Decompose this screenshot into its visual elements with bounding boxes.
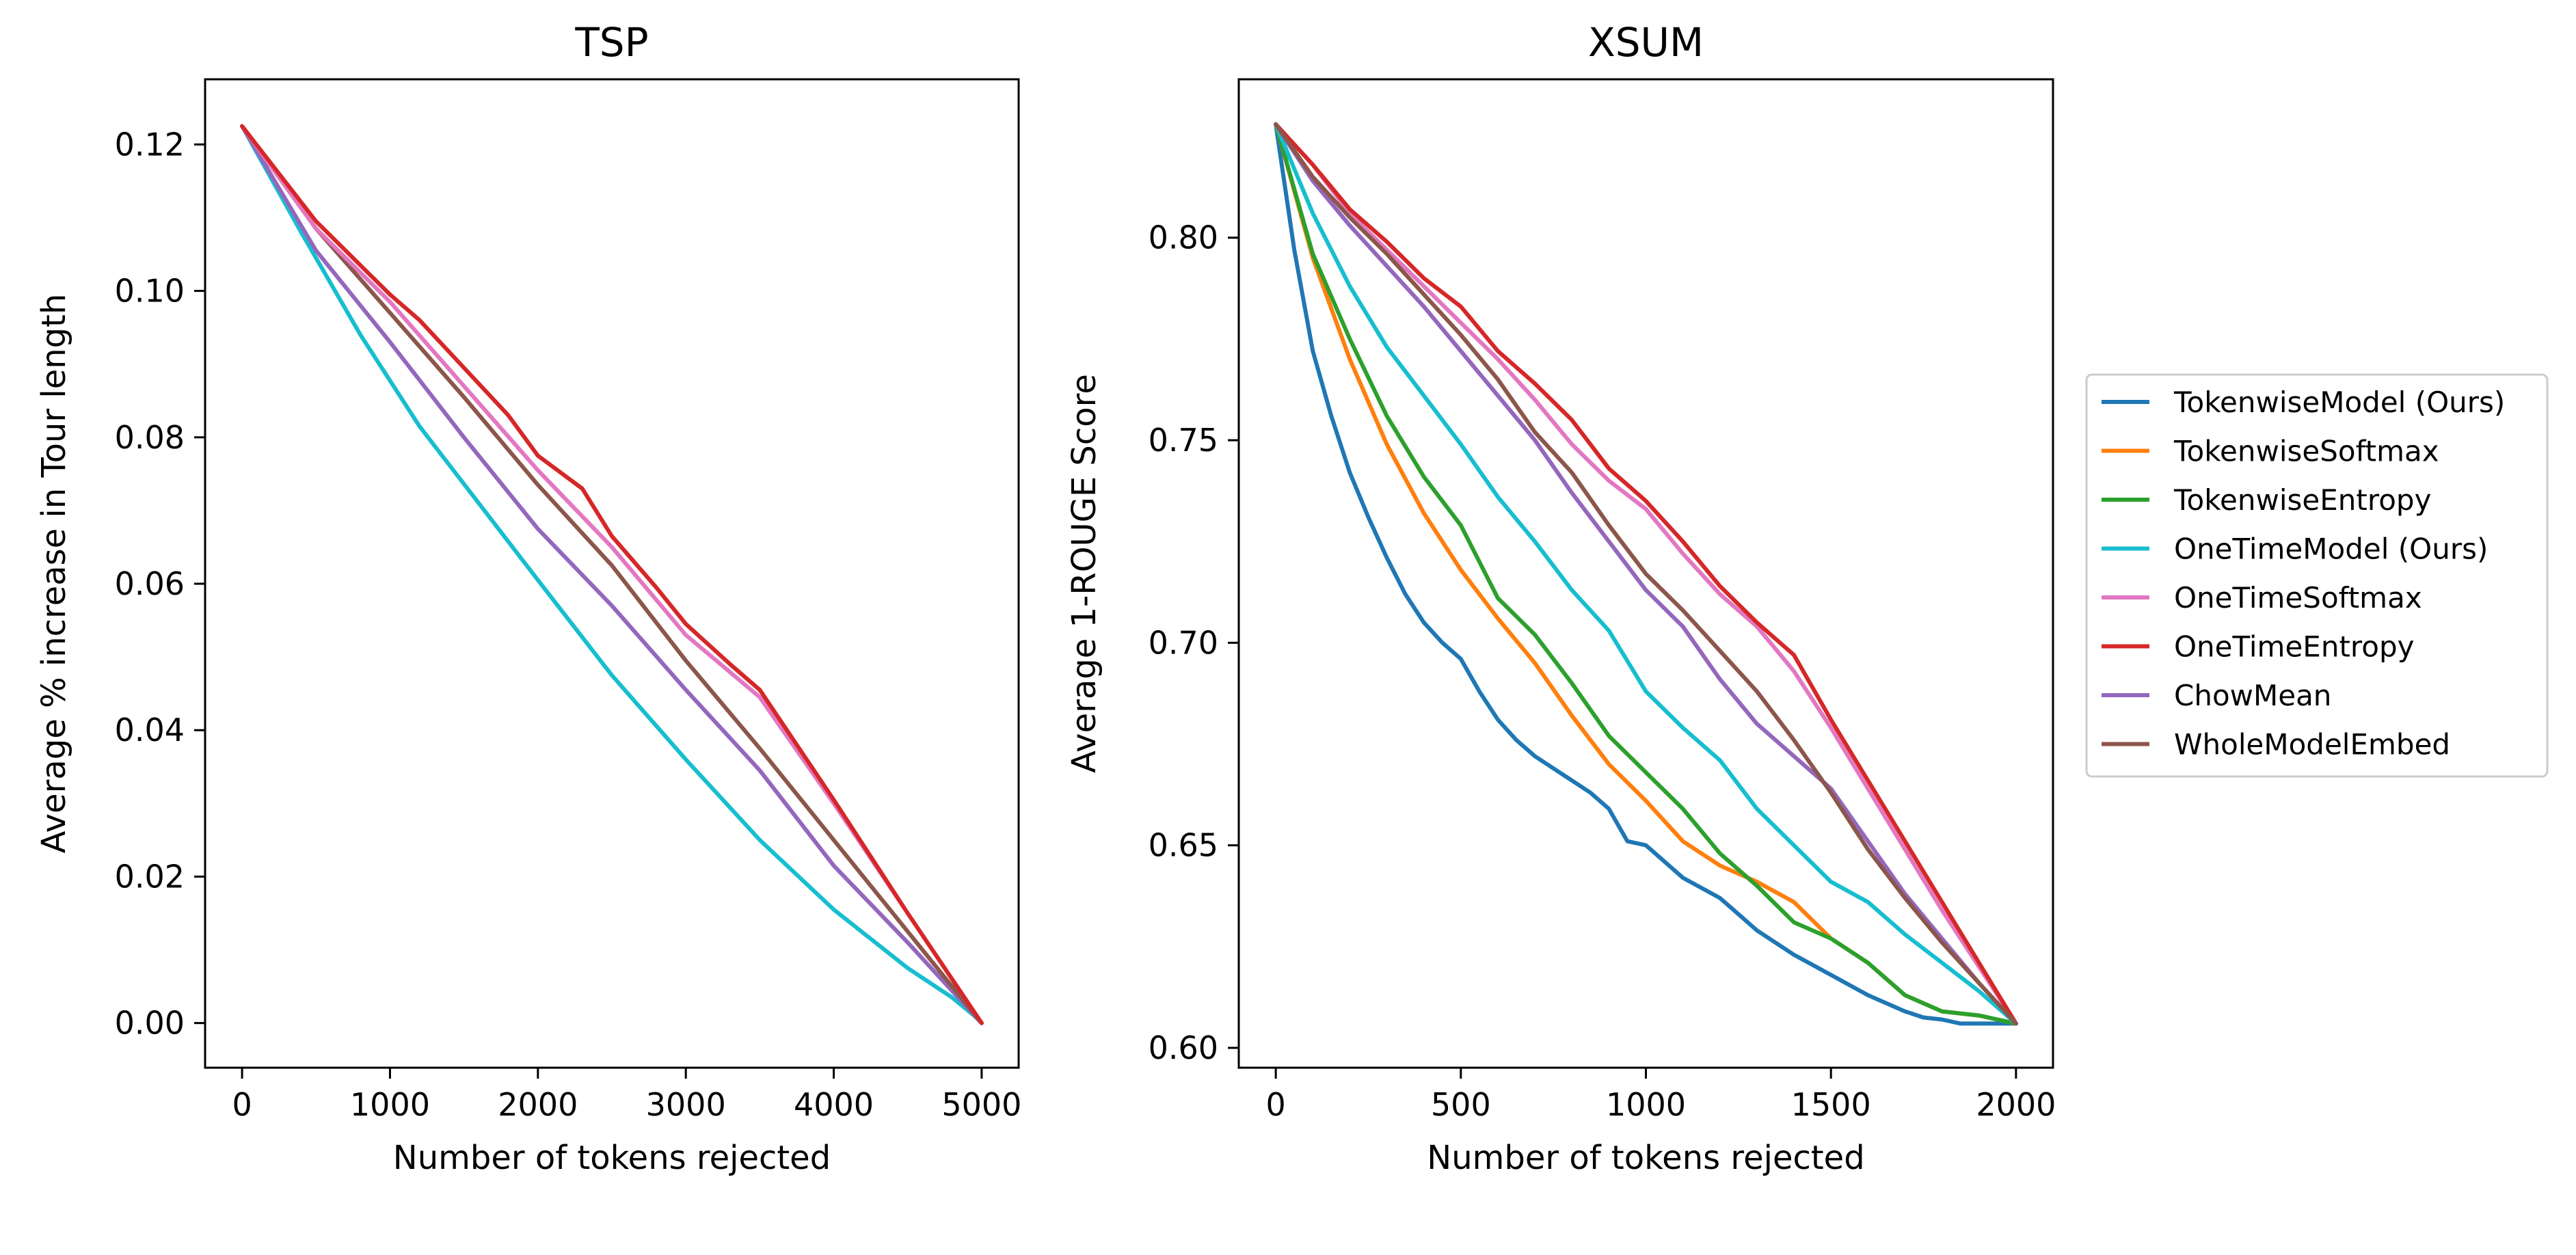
x-tick-label: 4000	[794, 1086, 874, 1123]
x-tick-label: 0	[232, 1086, 252, 1123]
chart-title: XSUM	[1588, 19, 1704, 66]
series-line-chowmean	[240, 124, 984, 1025]
legend-label: OneTimeModel (Ours)	[2174, 532, 2488, 566]
legend-label: OneTimeSoftmax	[2174, 581, 2422, 615]
legend-label: TokenwiseSoftmax	[2173, 435, 2439, 468]
series-line-wholemodelembed	[1274, 122, 2018, 1026]
tsp-panel: 0 1000 2000 3000 4000 5000 0.00 0.02 0.04 0.06 0.0…	[35, 19, 1021, 1177]
x-axis-label: Number of tokens rejected	[393, 1139, 831, 1177]
y-tick-label: 0.10	[115, 273, 185, 310]
x-tick-label: 3000	[646, 1086, 726, 1123]
x-axis-label: Number of tokens rejected	[1427, 1139, 1864, 1177]
x-tick-label: 5000	[941, 1086, 1021, 1123]
y-tick-label: 0.70	[1149, 624, 1218, 661]
legend-label: OneTimeEntropy	[2174, 630, 2414, 664]
series-line-wholemodelembed	[240, 124, 984, 1025]
x-tick-label: 1500	[1791, 1086, 1871, 1123]
series-line-onetimemodel-ours	[1274, 122, 2018, 1026]
y-tick-label: 0.08	[115, 419, 185, 456]
x-tick-label: 2000	[1976, 1086, 2056, 1123]
legend: TokenwiseModel (Ours) TokenwiseSoftmax Tok…	[2085, 373, 2549, 778]
series-line-chowmean	[1274, 122, 2018, 1026]
y-tick-label: 0.80	[1149, 219, 1218, 256]
series-line-onetimesoftmax	[1274, 122, 2018, 1026]
series-line-onetimeentropy	[240, 124, 984, 1025]
y-tick-label: 0.06	[115, 565, 185, 602]
y-axis-label: Average 1-ROUGE Score	[1065, 374, 1103, 773]
y-tick-label: 0.12	[115, 126, 185, 163]
y-tick-label: 0.00	[115, 1005, 185, 1042]
y-tick-label: 0.60	[1149, 1029, 1218, 1066]
series-line-tokenwiseentropy	[1274, 122, 2018, 1026]
series-line-onetimeentropy	[1274, 122, 2018, 1026]
legend-label: TokenwiseModel (Ours)	[2173, 386, 2505, 419]
x-tick-label: 1000	[350, 1086, 430, 1123]
series-line-onetimemodel-ours	[240, 124, 984, 1025]
legend-label: TokenwiseEntropy	[2173, 483, 2431, 517]
y-tick-label: 0.75	[1149, 422, 1218, 459]
legend-box	[2085, 373, 2549, 778]
xsum-panel: 0 500 1000 1500 2000 0.60 0.65 0.70 0.75 0.80 XSUM…	[1065, 19, 2056, 1177]
y-tick-label: 0.65	[1149, 827, 1218, 864]
legend-label: ChowMean	[2174, 679, 2331, 712]
legend-label: WholeModelEmbed	[2174, 728, 2450, 761]
y-tick-label: 0.02	[115, 858, 185, 895]
x-tick-label: 1000	[1606, 1086, 1686, 1123]
chart-title: TSP	[574, 19, 648, 66]
series-line-tokenwisemodel-ours	[1274, 122, 2018, 1026]
y-axis-label: Average % increase in Tour length	[35, 294, 73, 854]
x-tick-label: 0	[1265, 1086, 1285, 1123]
x-tick-label: 2000	[498, 1086, 578, 1123]
axes-frame	[204, 78, 1020, 1069]
x-tick-label: 500	[1431, 1086, 1491, 1123]
y-tick-label: 0.04	[115, 712, 185, 748]
